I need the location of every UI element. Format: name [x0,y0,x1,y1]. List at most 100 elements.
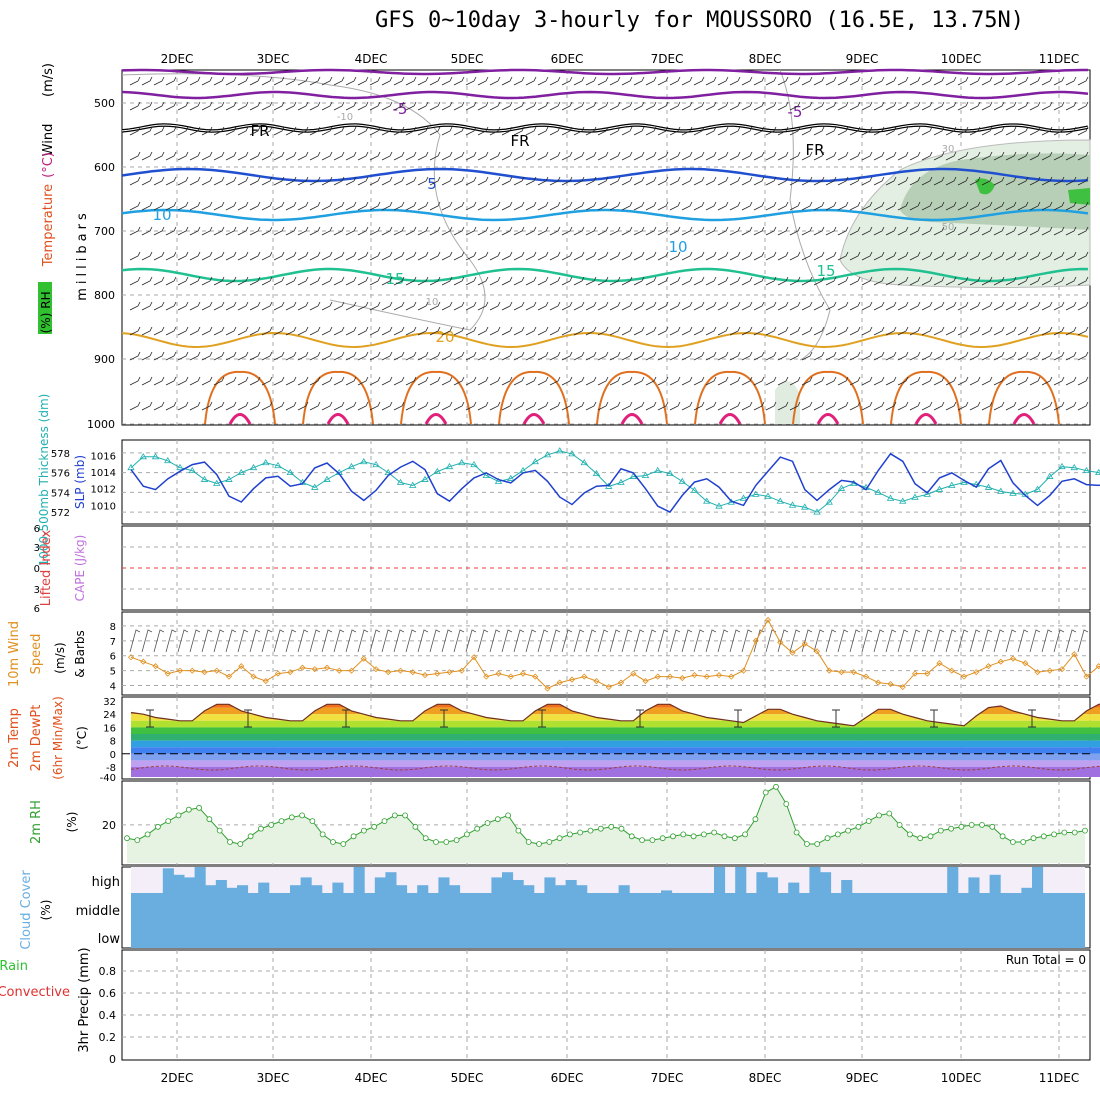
wind-barb [513,151,525,161]
wind-barb [1029,151,1041,161]
wind-barb [693,251,705,261]
li-tick: 3 [34,543,40,554]
wind-barb [981,401,993,411]
wind-barb [237,276,249,286]
thickness-point [1046,472,1054,479]
wind-barb [357,176,369,186]
wind-barb [621,301,633,311]
cloud-high-bar [417,885,429,893]
rh2m-point [185,806,192,813]
wind-barb [465,76,477,86]
wind-barb [153,401,165,411]
thickness-point [997,487,1005,494]
wind-barb [957,126,969,136]
wind-barb [489,151,501,161]
wind-barb [717,401,729,411]
wind-barb [789,376,801,386]
wind-barb [885,301,897,311]
date-label-bottom: 3DEC [257,1071,290,1085]
wind10m-point [605,683,612,691]
wind10m-barb [201,629,213,653]
wind-barb [1017,251,1029,261]
wind-barb [1029,326,1041,336]
wind-barb [921,276,933,286]
wind-barb [285,101,297,111]
wind-barb [369,201,381,211]
wind-barb [585,151,597,161]
wind-barb [729,226,741,236]
wind10m-point [948,667,955,674]
wind-barb [1041,301,1053,311]
wind-barb [585,101,597,111]
wind-barb [801,76,813,86]
wind-barb [417,251,429,261]
wind10m-point [960,673,968,680]
wind-barb [129,326,141,336]
cloud-high-bar [788,882,800,893]
temp-band [131,760,1100,767]
wind-barb [369,126,381,136]
wind-barb [273,251,285,261]
wind-barb [849,276,861,286]
wind-barb [705,251,717,261]
wind-barb [1077,376,1089,386]
wind-barb [165,301,177,311]
wind-barb [297,101,309,111]
wind-barb [549,226,561,236]
thickness-point [458,458,466,466]
wind-barb [777,101,789,111]
wind-barb [405,126,417,136]
wind-axis-label: Wind [41,124,56,157]
wind-barb [345,401,357,411]
wind-barb [261,176,273,186]
wind-barb [369,326,381,336]
wind-barb [321,251,333,261]
wind10m-barb [249,629,261,653]
minmax-bar [930,709,938,728]
rh2m-point [762,789,769,796]
wind-barb [753,376,765,386]
wind-barb [777,201,789,211]
wind-barb [561,126,573,136]
wind-barb [393,176,405,186]
wind-barb [537,251,549,261]
wind-barb [1053,376,1065,386]
wind10m-point [801,640,808,647]
wind-barb [909,351,921,361]
wind-barb [309,401,321,411]
wind10m-tick: 5 [110,667,116,678]
wind-barb [609,76,621,86]
temperature-contour-hot [816,413,840,425]
wind-barb [405,76,417,86]
rh2m-point [463,831,470,838]
wind-barb [369,151,381,161]
wind-barb [333,401,345,411]
thickness-point [666,469,674,477]
wind-barb [633,101,645,111]
wind-barb [621,126,633,136]
rh2m-point [1030,835,1037,842]
wind-barb [969,76,981,86]
wind-barb [237,401,249,411]
wind-barb [897,176,909,186]
rh2m-point [453,837,460,843]
wind-barb [741,301,753,311]
wind-barb [225,176,237,186]
slp-line [130,452,1100,513]
wind-barb [657,401,669,411]
wind-barb [381,251,393,261]
wind-barb [381,176,393,186]
wind-barb [417,401,429,411]
wind-barb [273,201,285,211]
cloud-low-label: low [98,932,121,947]
thickness-point [825,498,833,505]
wind-barb [909,151,921,161]
wind-barb [501,101,513,111]
wind-barb [381,126,393,136]
li-tick: 0 [34,564,40,575]
cloud-high-bar [661,890,673,893]
wind-barb [1029,276,1041,286]
wind-barb [597,351,609,361]
wind-barb [981,76,993,86]
thickness-point [188,466,196,474]
